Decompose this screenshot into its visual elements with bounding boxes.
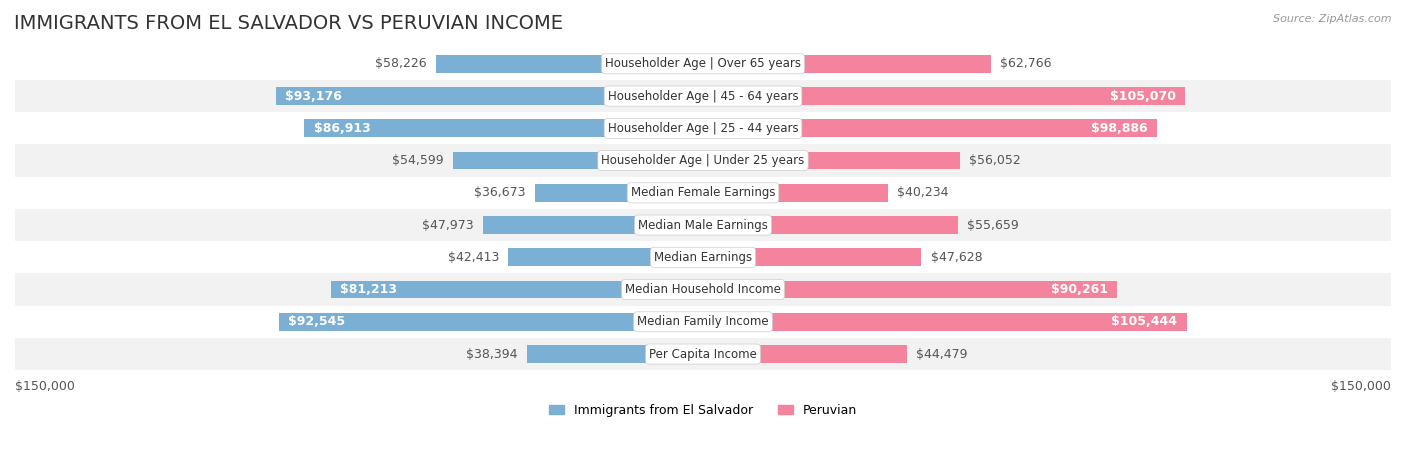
Text: $62,766: $62,766	[1000, 57, 1052, 71]
Text: Householder Age | Over 65 years: Householder Age | Over 65 years	[605, 57, 801, 71]
Bar	[15, 144, 1391, 177]
Text: Householder Age | 25 - 44 years: Householder Age | 25 - 44 years	[607, 122, 799, 135]
Bar	[453, 152, 703, 170]
Bar	[304, 120, 703, 137]
Text: $38,394: $38,394	[467, 347, 517, 361]
Legend: Immigrants from El Salvador, Peruvian: Immigrants from El Salvador, Peruvian	[544, 399, 862, 422]
Bar	[534, 184, 703, 202]
Text: Median Family Income: Median Family Income	[637, 315, 769, 328]
Bar	[15, 209, 1391, 241]
Text: $42,413: $42,413	[449, 251, 499, 264]
Bar	[527, 345, 703, 363]
Bar	[276, 87, 703, 105]
Bar	[484, 216, 703, 234]
Text: $54,599: $54,599	[392, 154, 443, 167]
Bar	[703, 216, 959, 234]
Text: Median Female Earnings: Median Female Earnings	[631, 186, 775, 199]
Bar	[703, 87, 1185, 105]
Text: Source: ZipAtlas.com: Source: ZipAtlas.com	[1274, 14, 1392, 24]
Bar	[15, 338, 1391, 370]
Bar	[330, 281, 703, 298]
Bar	[703, 281, 1116, 298]
Text: IMMIGRANTS FROM EL SALVADOR VS PERUVIAN INCOME: IMMIGRANTS FROM EL SALVADOR VS PERUVIAN …	[14, 14, 562, 33]
Text: Median Earnings: Median Earnings	[654, 251, 752, 264]
Text: $150,000: $150,000	[1331, 380, 1391, 393]
Text: $86,913: $86,913	[314, 122, 370, 135]
Text: $55,659: $55,659	[967, 219, 1019, 232]
Bar	[703, 184, 887, 202]
Text: $150,000: $150,000	[15, 380, 75, 393]
Bar	[436, 55, 703, 73]
Text: $47,973: $47,973	[422, 219, 474, 232]
Bar	[703, 152, 960, 170]
Text: $90,261: $90,261	[1050, 283, 1108, 296]
Text: Householder Age | Under 25 years: Householder Age | Under 25 years	[602, 154, 804, 167]
Text: $81,213: $81,213	[340, 283, 396, 296]
Text: $47,628: $47,628	[931, 251, 983, 264]
Text: $56,052: $56,052	[969, 154, 1021, 167]
Bar	[703, 55, 991, 73]
Text: $92,545: $92,545	[288, 315, 344, 328]
Bar	[509, 248, 703, 266]
Bar	[703, 120, 1157, 137]
Bar	[703, 345, 907, 363]
Bar	[15, 274, 1391, 306]
Bar	[15, 177, 1391, 209]
Bar	[15, 80, 1391, 112]
Bar	[278, 313, 703, 331]
Text: $44,479: $44,479	[917, 347, 967, 361]
Bar	[15, 306, 1391, 338]
Text: Per Capita Income: Per Capita Income	[650, 347, 756, 361]
Text: $93,176: $93,176	[285, 90, 342, 103]
Bar	[15, 48, 1391, 80]
Text: $36,673: $36,673	[474, 186, 526, 199]
Bar	[15, 241, 1391, 274]
Text: $40,234: $40,234	[897, 186, 948, 199]
Text: Householder Age | 45 - 64 years: Householder Age | 45 - 64 years	[607, 90, 799, 103]
Bar	[703, 248, 921, 266]
Bar	[703, 313, 1187, 331]
Text: Median Male Earnings: Median Male Earnings	[638, 219, 768, 232]
Text: $105,070: $105,070	[1109, 90, 1175, 103]
Text: Median Household Income: Median Household Income	[626, 283, 780, 296]
Text: $105,444: $105,444	[1112, 315, 1177, 328]
Bar	[15, 112, 1391, 144]
Text: $58,226: $58,226	[375, 57, 427, 71]
Text: $98,886: $98,886	[1091, 122, 1147, 135]
